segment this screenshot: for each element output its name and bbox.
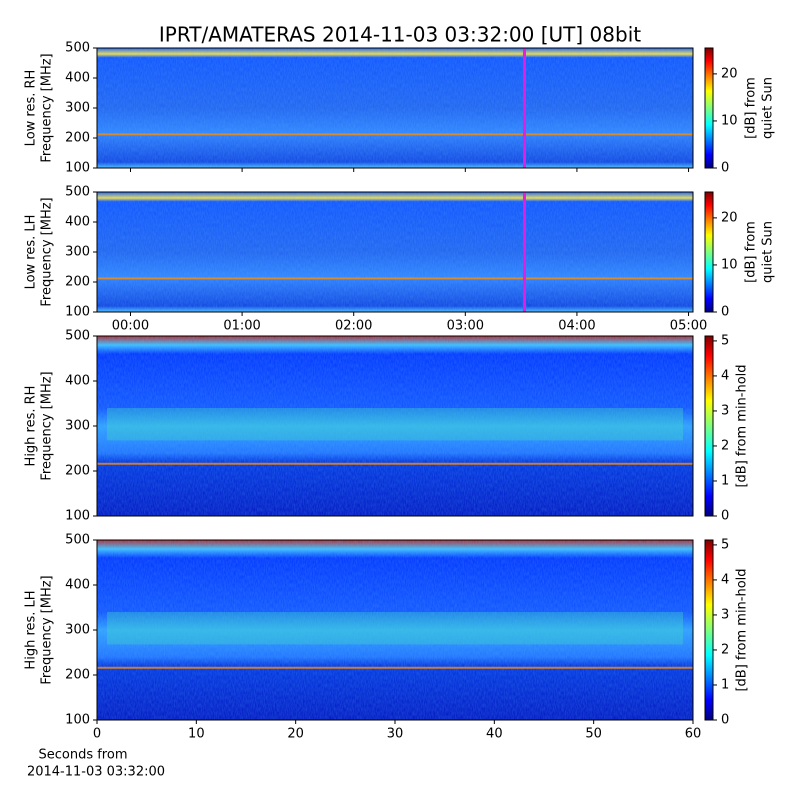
y-tick-label: 400 bbox=[65, 215, 90, 230]
colorbar-tick-label: 1 bbox=[721, 473, 729, 488]
x-tick-label: 30 bbox=[387, 727, 404, 742]
x-tick-label: 02:00 bbox=[335, 319, 372, 334]
y-axis-label: Frequency [MHz] bbox=[40, 197, 55, 306]
colorbar-tick-label: 3 bbox=[721, 607, 729, 622]
colorbar-tick-label: 2 bbox=[721, 438, 729, 453]
colorbar bbox=[705, 48, 713, 168]
colorbar-tick-label: 5 bbox=[721, 333, 729, 348]
colorbar-label: [dB] from bbox=[744, 221, 759, 283]
colorbar-tick-label: 0 bbox=[721, 305, 729, 320]
burst-region bbox=[107, 612, 683, 645]
y-tick-label: 500 bbox=[65, 533, 90, 548]
y-tick-label: 100 bbox=[65, 509, 90, 524]
y-tick-label: 200 bbox=[65, 668, 90, 683]
x-tick-label: 0 bbox=[93, 727, 101, 742]
y-tick-label: 200 bbox=[65, 131, 90, 146]
colorbar-tick-label: 4 bbox=[721, 368, 729, 383]
colorbar-label: [dB] from min-hold bbox=[735, 364, 750, 487]
colorbar-frame bbox=[704, 191, 714, 313]
y-tick-label: 300 bbox=[65, 419, 90, 434]
y-axis-label: High res. RH bbox=[24, 386, 39, 467]
y-tick-label: 500 bbox=[65, 329, 90, 344]
spectrogram-noise bbox=[97, 48, 693, 168]
colorbar-frame bbox=[704, 539, 714, 721]
y-axis-label: Low res. RH bbox=[24, 70, 39, 147]
x-axis-label: 2014-11-03 03:32:00 bbox=[27, 765, 165, 780]
spectrogram-noise bbox=[97, 192, 693, 312]
x-tick-label: 03:00 bbox=[447, 319, 484, 334]
y-tick-label: 400 bbox=[65, 71, 90, 86]
y-tick-label: 400 bbox=[65, 578, 90, 593]
colorbar-tick-label: 4 bbox=[721, 572, 729, 587]
figure-title: IPRT/AMATERAS 2014-11-03 03:32:00 [UT] 0… bbox=[159, 23, 641, 47]
y-axis-label: Frequency [MHz] bbox=[40, 371, 55, 480]
x-axis-label: Seconds from bbox=[38, 748, 127, 763]
colorbar-tick-label: 0 bbox=[721, 161, 729, 176]
colorbar-frame bbox=[704, 47, 714, 169]
y-tick-label: 200 bbox=[65, 275, 90, 290]
colorbar-tick-label: 1 bbox=[721, 677, 729, 692]
y-tick-label: 100 bbox=[65, 713, 90, 728]
colorbar-frame bbox=[704, 335, 714, 517]
colorbar-tick-label: 0 bbox=[721, 509, 729, 524]
y-tick-label: 500 bbox=[65, 185, 90, 200]
x-tick-label: 04:00 bbox=[558, 319, 595, 334]
colorbar-tick-label: 0 bbox=[721, 713, 729, 728]
x-tick-label: 50 bbox=[585, 727, 602, 742]
colorbar-label: quiet Sun bbox=[761, 221, 776, 283]
y-axis-label: High res. LH bbox=[24, 590, 39, 669]
y-tick-label: 500 bbox=[65, 41, 90, 56]
y-axis-label: Frequency [MHz] bbox=[40, 53, 55, 162]
y-tick-label: 200 bbox=[65, 464, 90, 479]
x-tick-label: 40 bbox=[486, 727, 503, 742]
y-tick-label: 300 bbox=[65, 623, 90, 638]
colorbar bbox=[705, 192, 713, 312]
y-tick-label: 400 bbox=[65, 374, 90, 389]
burst-region bbox=[107, 408, 683, 441]
colorbar-tick-label: 20 bbox=[721, 66, 738, 81]
colorbar bbox=[705, 540, 713, 720]
colorbar bbox=[705, 336, 713, 516]
colorbar-tick-label: 2 bbox=[721, 642, 729, 657]
colorbar-label: quiet Sun bbox=[761, 77, 776, 139]
y-tick-label: 100 bbox=[65, 161, 90, 176]
colorbar-tick-label: 3 bbox=[721, 403, 729, 418]
x-tick-label: 60 bbox=[685, 727, 702, 742]
colorbar-label: [dB] from min-hold bbox=[735, 568, 750, 691]
x-tick-label: 05:00 bbox=[670, 319, 707, 334]
y-tick-label: 300 bbox=[65, 245, 90, 260]
colorbar-label: [dB] from bbox=[744, 77, 759, 139]
colorbar-tick-label: 20 bbox=[721, 210, 738, 225]
spectrogram-noise bbox=[97, 336, 693, 516]
colorbar-tick-label: 10 bbox=[721, 113, 738, 128]
y-tick-label: 300 bbox=[65, 101, 90, 116]
colorbar-tick-label: 10 bbox=[721, 257, 738, 272]
x-tick-label: 10 bbox=[188, 727, 205, 742]
y-tick-label: 100 bbox=[65, 305, 90, 320]
colorbar-tick-label: 5 bbox=[721, 537, 729, 552]
y-axis-label: Frequency [MHz] bbox=[40, 575, 55, 684]
x-tick-label: 00:00 bbox=[112, 319, 149, 334]
x-tick-label: 01:00 bbox=[223, 319, 260, 334]
y-axis-label: Low res. LH bbox=[24, 215, 39, 290]
spectrogram-noise bbox=[97, 540, 693, 720]
x-tick-label: 20 bbox=[287, 727, 304, 742]
